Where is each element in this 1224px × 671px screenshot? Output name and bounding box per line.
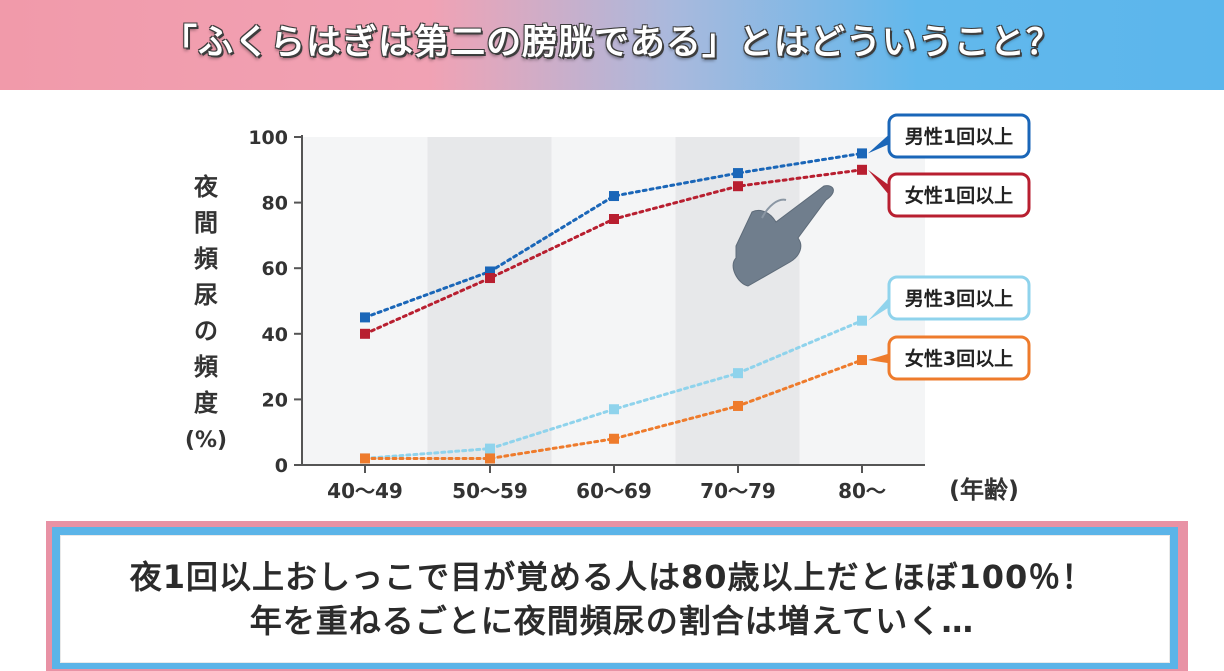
y-tick-labels: 0 20 40 60 80 100 bbox=[248, 127, 288, 477]
y-axis-label-char: 頻 bbox=[194, 353, 218, 381]
x-tick-label: 40〜49 bbox=[327, 479, 403, 503]
y-tick-label: 100 bbox=[248, 127, 288, 149]
legend-box bbox=[887, 113, 1031, 159]
data-point bbox=[485, 266, 495, 277]
data-point bbox=[609, 404, 619, 415]
title-banner: 「ふくらはぎは第二の膀胱である」とはどういうこと？ bbox=[0, 0, 1224, 90]
y-tick-label: 80 bbox=[262, 193, 288, 215]
y-axis-label-char: (%) bbox=[185, 428, 227, 453]
y-tick-label: 40 bbox=[262, 324, 288, 346]
caption-panel bbox=[60, 535, 1170, 663]
y-axis-label-char: 頻 bbox=[194, 245, 218, 273]
data-point bbox=[857, 315, 867, 326]
legend-box bbox=[887, 275, 1031, 321]
legend-pointer bbox=[868, 292, 894, 321]
caption-line-1: 夜1回以上おしっこで目が覚める人は80歳以上だとほぼ100％！ bbox=[129, 558, 1095, 596]
chart-axes bbox=[294, 135, 925, 473]
data-point bbox=[733, 368, 743, 379]
caption-line-2: 年を重ねるごとに夜間頻尿の割合は増えていく… bbox=[249, 602, 975, 640]
data-point bbox=[360, 328, 370, 339]
series-lines bbox=[360, 148, 867, 464]
y-tick-label: 20 bbox=[262, 389, 288, 411]
y-axis-label-char: 度 bbox=[194, 389, 219, 417]
x-tick-label: 70〜79 bbox=[700, 479, 776, 503]
y-tick-label: 0 bbox=[275, 455, 288, 477]
y-axis-label-char: 尿 bbox=[194, 281, 218, 309]
category-band bbox=[302, 137, 428, 465]
data-point bbox=[857, 355, 867, 366]
data-point bbox=[609, 191, 619, 202]
data-point bbox=[360, 453, 370, 464]
data-point bbox=[733, 168, 743, 179]
legend-label: 女性3回以上 bbox=[905, 347, 1013, 370]
legend-box bbox=[887, 335, 1031, 381]
data-point bbox=[733, 181, 743, 192]
legend-label: 女性1回以上 bbox=[905, 184, 1013, 207]
category-band bbox=[427, 137, 553, 465]
x-tick-labels: 40〜49 50〜59 60〜69 70〜79 80〜 (年齢) bbox=[327, 476, 1019, 504]
data-point bbox=[485, 273, 495, 284]
data-point bbox=[857, 148, 867, 159]
legend-box bbox=[887, 172, 1031, 218]
data-point bbox=[609, 214, 619, 224]
category-band bbox=[551, 137, 677, 465]
data-point bbox=[360, 312, 370, 323]
y-axis-label-char: 夜 bbox=[193, 173, 219, 201]
x-tick-label: 80〜 bbox=[838, 479, 886, 503]
y-axis-label-char: の bbox=[194, 317, 218, 345]
x-axis-label: (年齢) bbox=[949, 476, 1019, 504]
y-axis-label-char: 間 bbox=[194, 209, 218, 237]
legend-label: 男性3回以上 bbox=[905, 287, 1013, 310]
legend-label: 男性1回以上 bbox=[905, 125, 1013, 148]
data-point bbox=[485, 443, 495, 454]
data-point bbox=[857, 164, 867, 175]
x-tick-label: 50〜59 bbox=[452, 479, 528, 503]
data-point bbox=[609, 433, 619, 444]
pointing-hand-icon bbox=[732, 185, 834, 287]
data-point bbox=[485, 453, 495, 464]
page-title: 「ふくらはぎは第二の膀胱である」とはどういうこと？ bbox=[162, 23, 1062, 63]
x-tick-label: 60〜69 bbox=[576, 479, 652, 503]
y-tick-label: 60 bbox=[262, 258, 288, 280]
data-point bbox=[733, 400, 743, 411]
